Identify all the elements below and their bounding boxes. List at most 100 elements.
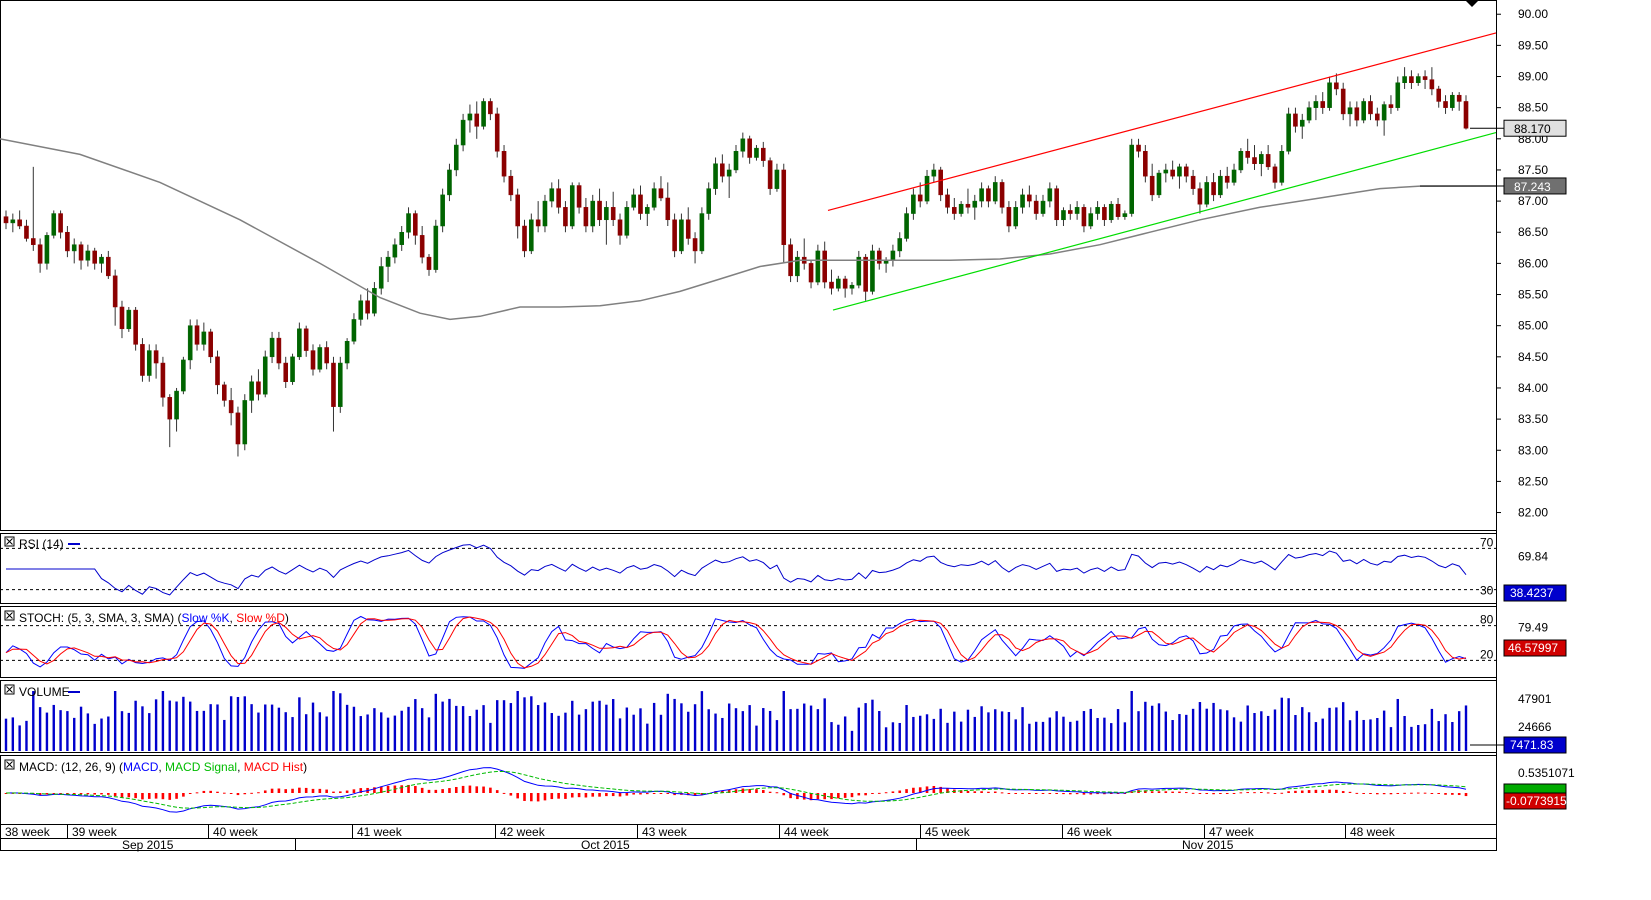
volume-bar: [134, 700, 137, 751]
candle-body: [1095, 207, 1100, 214]
candle-body: [65, 231, 70, 252]
candle-body: [290, 356, 295, 382]
candle: [1450, 92, 1455, 111]
candle: [344, 338, 350, 370]
rsi-value-badge: [1503, 584, 1567, 602]
macd-hist-bar: [809, 793, 813, 801]
candle-body: [774, 169, 780, 189]
macd-hist-bar: [263, 790, 267, 793]
candle: [801, 238, 807, 270]
rsi-level-30-label: 30: [1480, 584, 1494, 598]
candle: [1306, 101, 1312, 124]
candle: [849, 282, 855, 295]
candle: [24, 219, 29, 242]
price-tick-label: 85.00: [1518, 319, 1548, 333]
volume-value: 7471.83: [1510, 738, 1554, 752]
candle-body: [699, 213, 705, 252]
candle: [1415, 73, 1421, 86]
candle: [269, 331, 275, 364]
candle: [952, 197, 957, 220]
candle-body: [1422, 76, 1428, 80]
candle-body: [1306, 107, 1312, 121]
price-tick-label: 87.00: [1518, 194, 1548, 208]
candle-body: [672, 219, 677, 252]
last-price-badge: [1503, 119, 1567, 137]
candle-body: [24, 225, 29, 239]
macd-hist-bar: [454, 786, 458, 793]
volume-bar: [236, 696, 240, 751]
candle: [1381, 101, 1387, 136]
candle-body: [262, 356, 268, 395]
candle: [58, 210, 63, 239]
volume-bar: [693, 704, 697, 751]
volume-bar: [1157, 703, 1161, 751]
candle: [720, 154, 725, 183]
panel-frame-price: [0, 0, 1497, 531]
candle: [235, 406, 241, 457]
candle: [119, 300, 125, 339]
candle: [870, 244, 875, 295]
candle-body: [187, 325, 193, 361]
candle: [1170, 160, 1175, 180]
candle: [1456, 92, 1462, 111]
candle: [372, 282, 377, 317]
volume-panel: [4, 691, 1468, 751]
volume-bar: [843, 716, 847, 751]
candle: [979, 182, 984, 208]
volume-bar: [543, 702, 547, 751]
macd-hist-bar: [373, 787, 376, 793]
candle-body: [1143, 151, 1148, 177]
candle: [1375, 107, 1380, 127]
macd-hist-bar: [1239, 792, 1243, 794]
candle-body: [1402, 76, 1407, 83]
candle-body: [569, 185, 575, 227]
macd-value: -0.0773915: [1506, 794, 1567, 808]
volume-bar: [1150, 705, 1154, 751]
candle: [494, 107, 500, 158]
candle-body: [1245, 151, 1250, 158]
candle-body: [610, 207, 616, 221]
candle-body: [1149, 175, 1155, 196]
volume-bar: [1246, 705, 1249, 751]
volume-bar: [1457, 711, 1461, 751]
price-tick-label: 84.50: [1518, 350, 1548, 364]
volume-bar: [168, 700, 171, 751]
candle-body: [426, 256, 432, 270]
candle-body: [1265, 154, 1271, 168]
candle: [1361, 98, 1366, 124]
macd-value-badge: [1503, 792, 1567, 810]
week-label: 43 week: [642, 825, 688, 839]
candle: [453, 138, 459, 177]
candle-body: [549, 188, 555, 202]
candle-body: [447, 169, 452, 196]
candle: [1143, 145, 1148, 183]
candle: [1129, 138, 1134, 217]
price-tick-label: 82.50: [1518, 474, 1548, 488]
volume-bar: [1341, 702, 1345, 751]
macd-hist-bar: [379, 786, 383, 793]
macd-hist-bar: [987, 791, 990, 793]
macd-hist-bar: [796, 793, 799, 800]
candle-body: [522, 225, 527, 252]
volume-bar: [420, 708, 424, 751]
volume-bar: [1382, 710, 1386, 751]
volume-bar: [1205, 708, 1208, 751]
candle-body: [17, 219, 22, 227]
candle: [51, 210, 57, 239]
volume-bar: [611, 699, 615, 751]
candle-body: [740, 138, 746, 152]
candle: [37, 238, 43, 273]
candle-body: [1347, 107, 1353, 115]
macd-hist-bar: [100, 793, 103, 795]
candle-body: [494, 113, 500, 152]
volume-bar: [850, 730, 854, 751]
volume-bar: [1335, 707, 1338, 751]
macd-hist-bar: [468, 785, 472, 793]
candle-body: [1354, 107, 1360, 121]
macd-hist-bar: [1000, 792, 1004, 794]
volume-bar: [1110, 723, 1113, 751]
candle: [590, 194, 596, 233]
candle-body: [542, 200, 548, 227]
candle-body: [344, 340, 350, 364]
volume-bar: [4, 718, 8, 751]
